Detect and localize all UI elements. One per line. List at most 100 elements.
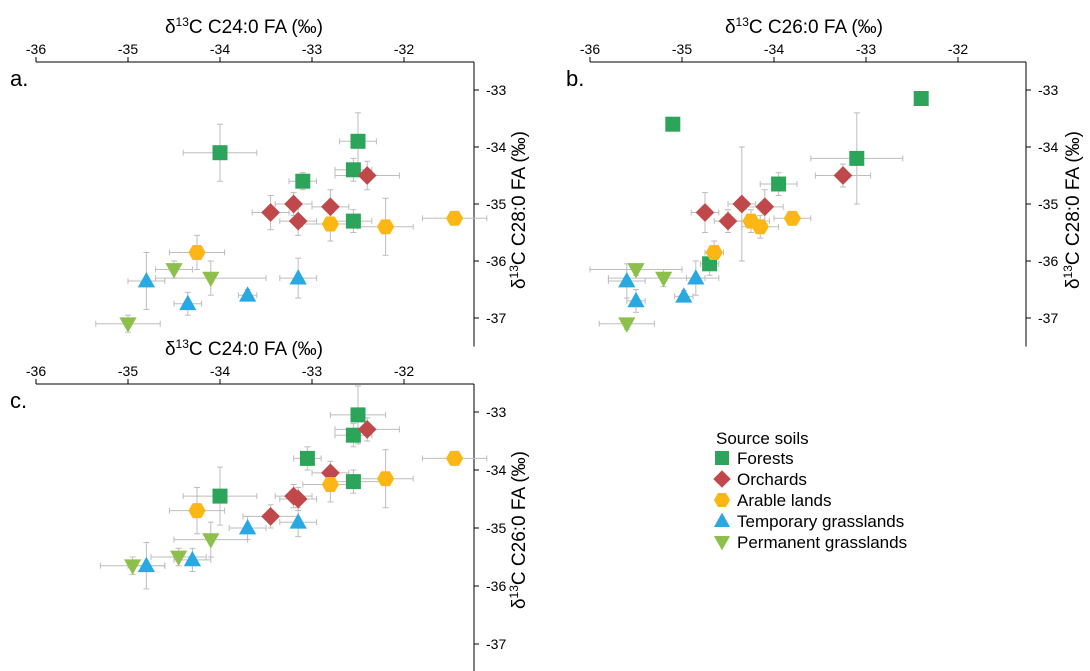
- x-axis: -36 -35 -34 -33 -32: [580, 41, 1026, 63]
- x-tick-label: -33: [302, 41, 322, 57]
- data-point-permanent-grasslands: [618, 317, 636, 333]
- data-point-temporary-grasslands: [675, 287, 693, 303]
- data-point-permanent-grasslands: [654, 271, 673, 288]
- y-tick-label: -36: [486, 578, 506, 594]
- panel-label: a.: [10, 66, 28, 91]
- data-point-arable-lands: [783, 210, 802, 226]
- y-tick-label: -35: [1038, 196, 1058, 212]
- data-point-forests: [702, 256, 718, 272]
- data-point-arable-lands: [188, 245, 206, 260]
- legend-item-arable-lands: Arable lands: [713, 491, 832, 510]
- data-point-orchards: [288, 211, 308, 231]
- data-point-forests: [212, 488, 228, 504]
- data-point-orchards: [357, 420, 377, 439]
- data-point-forests: [665, 116, 681, 132]
- data-point-temporary-grasslands: [179, 294, 197, 311]
- x-tick-label: -32: [394, 41, 414, 57]
- panel-c: -36 -35 -34 -33 -32 -33 -34 -35 -36 -37 δ13C C24:0…: [10, 337, 530, 671]
- legend-marker-forests: [715, 451, 729, 465]
- x-axis: -36 -35 -34 -33 -32: [26, 41, 474, 63]
- data-point-permanent-grasslands: [123, 559, 142, 575]
- legend-item-temporary-grasslands: Temporary grasslands: [713, 512, 904, 531]
- data-point-permanent-grasslands: [627, 263, 645, 279]
- series-arable-lands: [188, 450, 464, 519]
- y-tick-label: -37: [1038, 310, 1058, 326]
- y-tick-label: -35: [486, 196, 506, 212]
- series-orchards: [261, 166, 377, 231]
- x-tick-label: -34: [210, 363, 230, 379]
- series-temporary-grasslands: [137, 269, 307, 311]
- data-point-orchards: [695, 203, 715, 222]
- x-tick-label: -33: [302, 363, 322, 379]
- data-point-orchards: [288, 489, 308, 509]
- y-axis-title: δ13C C28:0 FA (‰): [507, 131, 530, 289]
- y-tick-label: -33: [486, 404, 506, 420]
- x-axis-title: δ13C C26:0 FA (‰): [725, 15, 883, 38]
- y-tick-label: -37: [486, 636, 506, 652]
- y-axis-title: δ13C C28:0 FA (‰): [1061, 131, 1084, 289]
- x-tick-label: -36: [26, 41, 46, 57]
- data-point-forests: [345, 474, 361, 490]
- x-tick-label: -34: [210, 41, 230, 57]
- legend-item-permanent-grasslands: Permanent grasslands: [713, 533, 907, 552]
- x-tick-label: -33: [856, 41, 876, 57]
- data-point-permanent-grasslands: [202, 271, 220, 288]
- data-point-orchards: [321, 463, 340, 483]
- data-point-forests: [350, 407, 366, 423]
- data-point-forests: [295, 173, 311, 189]
- x-tick-label: -34: [764, 41, 784, 57]
- data-point-arable-lands: [188, 503, 206, 519]
- series-arable-lands: [705, 210, 802, 260]
- data-point-temporary-grasslands: [687, 269, 705, 285]
- series-permanent-grasslands: [123, 533, 220, 575]
- data-point-arable-lands: [321, 477, 340, 492]
- legend-title: Source soils: [716, 429, 809, 448]
- data-point-orchards: [261, 203, 280, 222]
- data-point-temporary-grasslands: [137, 556, 156, 573]
- legend-label: Forests: [737, 449, 794, 468]
- data-point-temporary-grasslands: [183, 550, 202, 567]
- data-point-forests: [345, 213, 361, 229]
- series-forests: [665, 91, 929, 272]
- data-point-orchards: [261, 507, 280, 526]
- data-point-temporary-grasslands: [618, 272, 636, 288]
- data-point-temporary-grasslands: [238, 519, 257, 535]
- legend-marker-temporary-grasslands: [713, 512, 731, 527]
- x-axis-title: δ13C C24:0 FA (‰): [165, 337, 323, 360]
- panel-label: b.: [566, 66, 584, 91]
- x-axis: -36 -35 -34 -33 -32: [26, 363, 474, 385]
- data-point-forests: [299, 450, 315, 466]
- series-forests: [212, 133, 366, 229]
- legend-label: Orchards: [737, 470, 807, 489]
- data-point-forests: [345, 162, 361, 178]
- data-point-orchards: [718, 211, 738, 231]
- x-tick-label: -35: [672, 41, 692, 57]
- legend-marker-arable-lands: [713, 493, 731, 507]
- x-tick-label: -35: [118, 41, 138, 57]
- x-tick-label: -35: [118, 363, 138, 379]
- y-tick-label: -34: [486, 139, 506, 155]
- legend-item-orchards: Orchards: [713, 470, 807, 489]
- x-tick-label: -32: [948, 41, 968, 57]
- data-point-temporary-grasslands: [238, 286, 257, 302]
- data-point-forests: [913, 91, 929, 106]
- x-tick-label: -36: [580, 41, 600, 57]
- series-permanent-grasslands: [119, 263, 220, 333]
- y-tick-label: -33: [1038, 82, 1058, 98]
- y-tick-label: -33: [486, 82, 506, 98]
- data-point-permanent-grasslands: [169, 550, 188, 566]
- legend-label: Permanent grasslands: [737, 533, 907, 552]
- series-arable-lands: [188, 210, 464, 260]
- legend-label: Temporary grasslands: [737, 512, 904, 531]
- y-axis: -33 -34 -35 -36 -37: [473, 384, 506, 671]
- series-forests: [212, 407, 366, 504]
- panel-a: -36 -35 -34 -33 -32 -33 -34 -35 -36 -37 δ13C C24:0…: [10, 15, 530, 347]
- series-orchards: [695, 166, 853, 231]
- data-point-orchards: [732, 194, 752, 214]
- data-point-permanent-grasslands: [202, 533, 220, 549]
- data-point-temporary-grasslands: [289, 269, 307, 285]
- series-temporary-grasslands: [618, 269, 705, 308]
- series-temporary-grasslands: [137, 513, 307, 573]
